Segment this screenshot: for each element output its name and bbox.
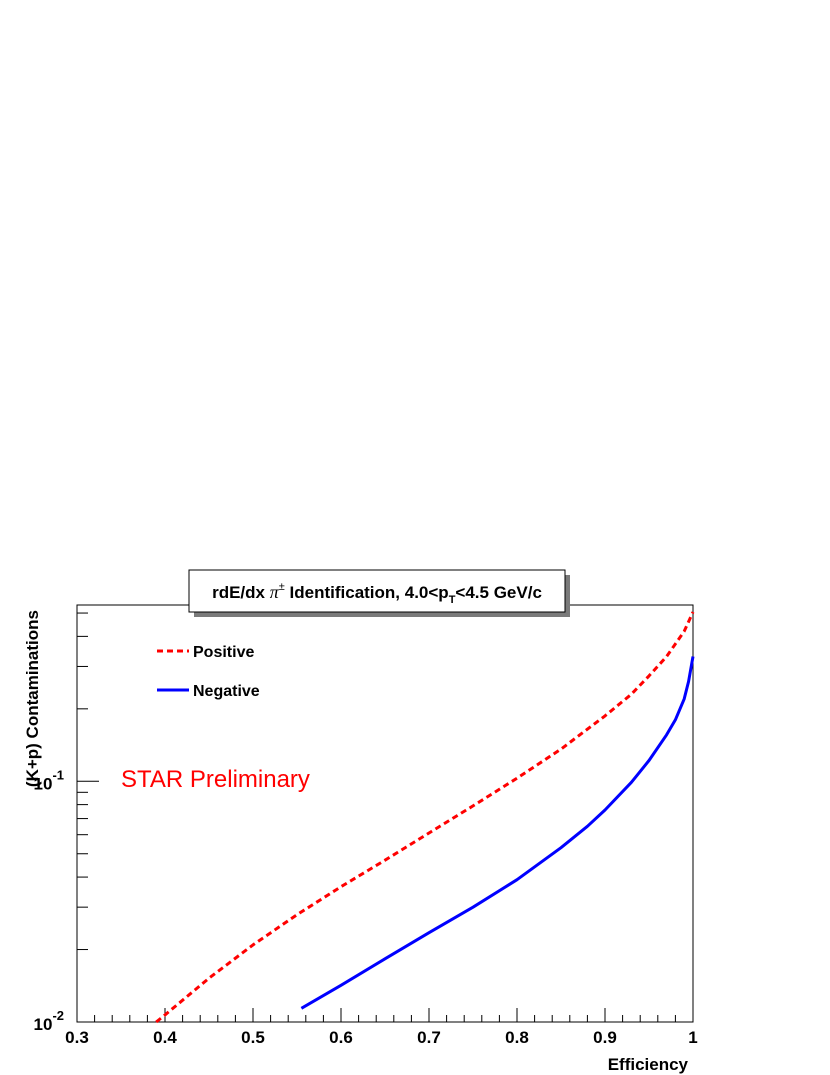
axis-ticks: 0.3 0.4 0.5 0.6 0.7 0.8 0.9 1 10-1 10-2 (34, 612, 698, 1047)
x-tick-label: 1 (688, 1028, 697, 1047)
x-tick-label: 0.3 (65, 1028, 89, 1047)
y-tick-label: 10-2 (34, 1008, 64, 1034)
chart-title-box: rdE/dx π± Identification, 4.0<pT<4.5 GeV… (188, 569, 570, 617)
x-tick-label: 0.9 (593, 1028, 617, 1047)
x-axis-title: Efficiency (608, 1055, 689, 1074)
legend-label-negative: Negative (193, 683, 260, 700)
chart-title: rdE/dx π± Identification, 4.0<pT<4.5 GeV… (212, 581, 542, 606)
x-tick-label: 0.5 (241, 1028, 265, 1047)
y-axis-title: (K+p) Contaminations (23, 610, 42, 787)
series-line-positive (155, 611, 695, 1024)
legend: Positive Negative (157, 644, 260, 700)
y-tick-label: 10-1 (34, 767, 64, 793)
title-prefix: rdE/dx (212, 583, 270, 602)
x-tick-label: 0.8 (505, 1028, 529, 1047)
title-pi: π (270, 582, 280, 602)
title-sub: T (449, 594, 456, 606)
title-suffix: <4.5 GeV/c (455, 583, 541, 602)
x-tick-label: 0.4 (153, 1028, 177, 1047)
x-tick-label: 0.7 (417, 1028, 441, 1047)
series-line-negative (300, 656, 695, 1010)
series-layer (155, 611, 695, 1024)
title-mid: Identification, 4.0<p (285, 583, 449, 602)
legend-label-positive: Positive (193, 644, 254, 661)
x-tick-label: 0.6 (329, 1028, 353, 1047)
title-pm: ± (279, 581, 285, 593)
star-preliminary-annotation: STAR Preliminary (121, 766, 310, 793)
